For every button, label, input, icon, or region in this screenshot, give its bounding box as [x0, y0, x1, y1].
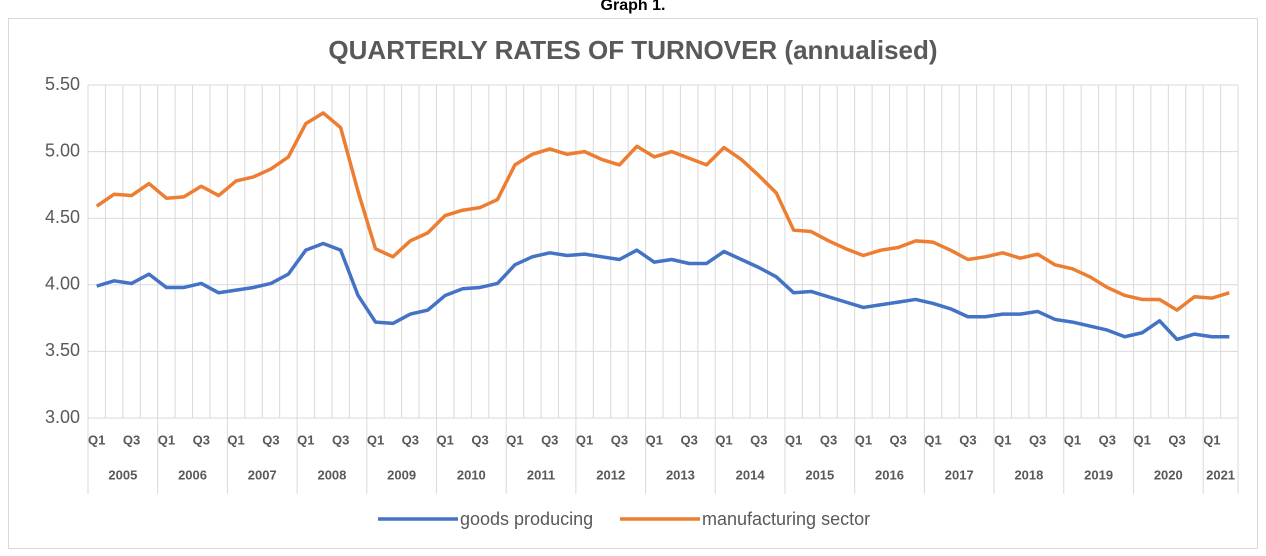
x-tick-label: Q1 — [367, 432, 384, 447]
year-label: 2009 — [387, 467, 416, 482]
series-line — [95, 111, 1230, 312]
x-tick-label: Q3 — [471, 432, 488, 447]
x-tick-label: Q3 — [959, 432, 976, 447]
x-tick-label: Q1 — [1064, 432, 1081, 447]
legend-label: goods producing — [460, 509, 593, 529]
year-label: 2007 — [248, 467, 277, 482]
year-label: 2019 — [1084, 467, 1113, 482]
x-tick-label: Q1 — [437, 432, 454, 447]
x-tick-label: Q3 — [820, 432, 837, 447]
x-tick-label: Q1 — [785, 432, 802, 447]
x-tick-label: Q3 — [1099, 432, 1116, 447]
y-tick-label: 5.00 — [45, 140, 80, 160]
x-tick-label: Q3 — [750, 432, 767, 447]
y-tick-label: 3.50 — [45, 340, 80, 360]
x-tick-label: Q3 — [680, 432, 697, 447]
x-tick-label: Q1 — [646, 432, 663, 447]
x-tick-label: Q3 — [402, 432, 419, 447]
year-label: 2020 — [1154, 467, 1183, 482]
x-tick-label: Q1 — [227, 432, 244, 447]
x-tick-label: Q1 — [994, 432, 1011, 447]
x-tick-label: Q3 — [1168, 432, 1185, 447]
chart-title: QUARTERLY RATES OF TURNOVER (annualised) — [328, 35, 937, 65]
year-label: 2015 — [805, 467, 834, 482]
legend-label: manufacturing sector — [702, 509, 870, 529]
year-label: 2018 — [1014, 467, 1043, 482]
year-label: 2010 — [457, 467, 486, 482]
x-tick-label: Q1 — [88, 432, 105, 447]
y-tick-label: 5.50 — [45, 74, 80, 94]
year-label: 2008 — [317, 467, 346, 482]
x-tick-label: Q3 — [262, 432, 279, 447]
x-tick-label: Q1 — [855, 432, 872, 447]
year-label: 2016 — [875, 467, 904, 482]
header: Graph 1. — [601, 0, 666, 14]
y-tick-label: 4.50 — [45, 207, 80, 227]
x-tick-label: Q1 — [576, 432, 593, 447]
x-tick-label: Q1 — [924, 432, 941, 447]
year-label: 2005 — [108, 467, 137, 482]
x-tick-label: Q3 — [1029, 432, 1046, 447]
chart-frame — [8, 18, 1258, 549]
year-label: 2017 — [945, 467, 974, 482]
x-tick-label: Q3 — [332, 432, 349, 447]
year-label: 2013 — [666, 467, 695, 482]
x-tick-label: Q3 — [123, 432, 140, 447]
x-tick-label: Q3 — [611, 432, 628, 447]
x-tick-label: Q1 — [1203, 432, 1220, 447]
series-line — [96, 241, 1230, 342]
year-label: 2006 — [178, 467, 207, 482]
x-tick-label: Q3 — [193, 432, 210, 447]
x-tick-label: Q1 — [158, 432, 175, 447]
y-tick-label: 4.00 — [45, 274, 80, 294]
year-label: 2021 — [1206, 467, 1235, 482]
x-tick-label: Q3 — [541, 432, 558, 447]
x-tick-label: Q1 — [297, 432, 314, 447]
year-label: 2014 — [736, 467, 766, 482]
x-tick-label: Q1 — [506, 432, 523, 447]
x-tick-label: Q1 — [715, 432, 732, 447]
y-tick-label: 3.00 — [45, 407, 80, 427]
x-tick-label: Q1 — [1133, 432, 1150, 447]
year-label: 2012 — [596, 467, 625, 482]
year-label: 2011 — [527, 467, 555, 482]
x-tick-label: Q3 — [890, 432, 907, 447]
